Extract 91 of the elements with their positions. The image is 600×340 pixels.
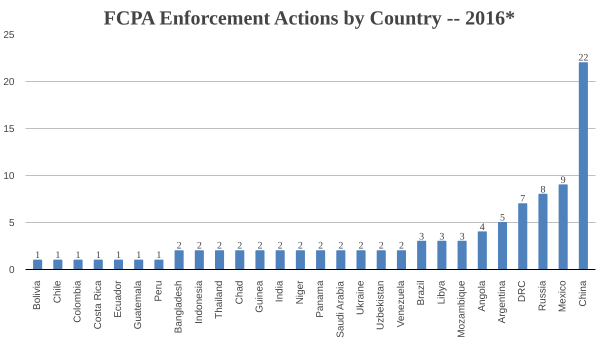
data-label: 2 (318, 240, 324, 252)
x-tick-label: Brazil (416, 280, 428, 306)
data-label: 2 (237, 240, 242, 252)
bar (114, 260, 124, 270)
x-tick-label: Russia (537, 280, 548, 312)
x-tick-label: DRC (517, 280, 528, 302)
bar (215, 250, 224, 270)
x-tick-label: Niger (294, 280, 306, 304)
bar (578, 62, 588, 270)
bar (53, 260, 62, 270)
data-label: 3 (439, 231, 444, 242)
y-tick-label: 0 (8, 265, 15, 276)
bar (194, 250, 204, 270)
x-tick-label: Ecuador (112, 280, 124, 318)
x-tick-label: Bolivia (32, 280, 44, 310)
bar (235, 250, 244, 270)
bar (437, 240, 446, 270)
data-label: 4 (480, 222, 485, 233)
x-tick-label: Mozambique (456, 280, 468, 338)
bar (518, 203, 528, 270)
x-tick-label: Venezuela (396, 280, 407, 328)
x-tick-label: Costa Rica (92, 280, 104, 330)
x-tick-label: Panama (315, 280, 326, 318)
bar (174, 250, 184, 270)
data-label: 7 (520, 194, 526, 205)
x-tick-label: Saudi Arabia (335, 280, 346, 338)
bar (134, 260, 144, 270)
bar (558, 184, 568, 270)
y-tick-label: 15 (3, 124, 15, 135)
data-label: 1 (136, 250, 142, 262)
x-tick-label: Mexico (558, 280, 569, 312)
x-tick-label: Bangladesh (174, 280, 185, 334)
bar (94, 260, 103, 270)
data-label: 3 (460, 231, 465, 242)
data-label: 2 (217, 240, 222, 252)
bar (296, 250, 305, 270)
x-tick-label: Uzbekistan (376, 280, 387, 330)
x-tick-label: China (578, 280, 589, 307)
data-label: 2 (257, 240, 262, 252)
x-tick-label: Chile (52, 280, 64, 304)
data-label: 2 (176, 240, 182, 252)
y-tick-label: 5 (8, 218, 15, 229)
data-label: 2 (278, 240, 283, 252)
bar (417, 240, 426, 270)
y-tick-label: 25 (3, 30, 15, 41)
data-label: 22 (578, 52, 588, 64)
bar (33, 260, 42, 270)
chart-title: FCPA Enforcement Actions by Country -- 2016* (104, 8, 516, 30)
bar (276, 250, 285, 270)
data-label: 2 (338, 240, 344, 252)
x-tick-label: Colombia (72, 280, 84, 323)
bar (498, 222, 508, 270)
y-tick-label: 20 (3, 77, 15, 88)
data-label: 5 (500, 212, 506, 224)
x-tick-label: Chad (234, 280, 246, 304)
y-tick-label: 10 (3, 171, 15, 182)
bar (458, 240, 467, 270)
data-label: 1 (96, 250, 101, 262)
data-label: 8 (540, 184, 546, 196)
data-label: 2 (298, 240, 303, 252)
x-tick-label: India (274, 280, 286, 302)
x-tick-label: Guinea (254, 280, 266, 313)
x-tick-label: Angola (476, 280, 488, 312)
bar (255, 250, 265, 270)
x-tick-label: Indonesia (194, 280, 205, 324)
bar (478, 231, 487, 270)
data-label: 1 (35, 250, 40, 262)
x-tick-label: Argentina (497, 280, 508, 324)
data-label: 1 (55, 250, 60, 262)
x-tick-label: Guatemala (133, 280, 144, 330)
bar (396, 250, 406, 270)
data-label: 9 (560, 174, 566, 186)
data-label: 2 (378, 240, 384, 252)
bar (316, 250, 326, 270)
bar (538, 194, 548, 270)
data-label: 1 (116, 250, 121, 262)
bar (154, 260, 164, 270)
data-label: 1 (76, 250, 81, 262)
x-tick-label: Peru (153, 280, 164, 302)
bar (74, 260, 83, 270)
data-label: 2 (398, 240, 404, 252)
data-label: 1 (156, 250, 162, 262)
bar (336, 250, 346, 270)
x-tick-label: Libya (436, 280, 448, 304)
data-label: 2 (196, 240, 202, 252)
x-tick-label: Thailand (214, 280, 226, 319)
bar (356, 250, 366, 270)
data-label: 2 (358, 240, 364, 252)
data-label: 3 (419, 231, 424, 242)
bar (376, 250, 386, 270)
x-tick-label: Ukraine (356, 280, 367, 315)
